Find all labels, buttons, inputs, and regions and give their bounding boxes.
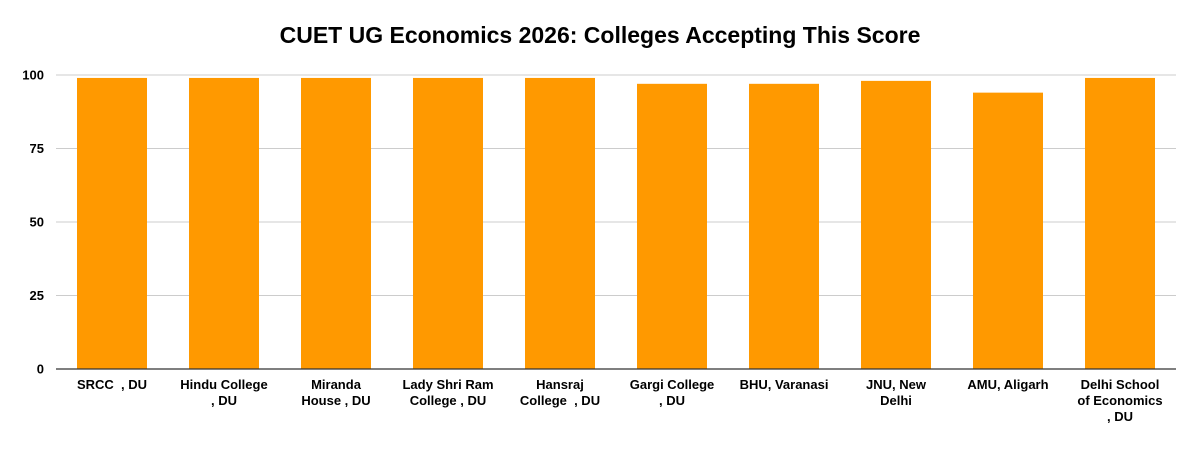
x-category-label-line: Delhi: [880, 393, 912, 408]
x-category-label: Hansraj College , DU: [520, 377, 600, 408]
x-category-label: Gargi College, DU: [630, 377, 715, 408]
x-category-label-line: Delhi School: [1081, 377, 1160, 392]
bar: [189, 77, 259, 369]
bar: [413, 77, 483, 369]
x-category-label-line: BHU, Varanasi: [740, 377, 829, 392]
bar: [637, 83, 707, 369]
x-category-label: SRCC , DU: [77, 377, 147, 392]
x-category-label: Delhi School of Economics, DU: [1077, 377, 1162, 424]
x-category-label-line: College , DU: [520, 393, 600, 408]
bar: [77, 77, 147, 369]
x-category-label: AMU, Aligarh: [967, 377, 1048, 392]
x-category-label-line: College , DU: [410, 393, 487, 408]
y-tick-label: 75: [30, 141, 44, 156]
x-category-label-line: , DU: [1107, 409, 1133, 424]
bar: [973, 92, 1043, 369]
bar: [525, 77, 595, 369]
bar: [749, 83, 819, 369]
bar: [1085, 77, 1155, 369]
x-category-label: Hindu College, DU: [180, 377, 267, 408]
x-category-label-line: , DU: [659, 393, 685, 408]
x-category-label-line: Miranda: [311, 377, 362, 392]
x-category-label: JNU, New Delhi: [866, 377, 927, 408]
x-category-label-line: , DU: [211, 393, 237, 408]
y-tick-label: 0: [37, 362, 44, 377]
bar: [301, 77, 371, 369]
y-tick-label: 25: [30, 288, 44, 303]
x-category-label-line: House , DU: [301, 393, 370, 408]
chart-title: CUET UG Economics 2026: Colleges Accepti…: [279, 22, 921, 48]
x-category-label: BHU, Varanasi: [740, 377, 829, 392]
x-category-label-line: JNU, New: [866, 377, 927, 392]
x-category-label-line: AMU, Aligarh: [967, 377, 1048, 392]
x-category-label-line: of Economics: [1077, 393, 1162, 408]
x-category-label: Lady Shri Ram College , DU: [402, 377, 493, 408]
x-category-label-line: Gargi College: [630, 377, 715, 392]
x-category-label-line: SRCC , DU: [77, 377, 147, 392]
y-tick-label: 100: [22, 68, 44, 83]
bar: [861, 80, 931, 369]
x-category-label-line: Hindu College: [180, 377, 267, 392]
y-tick-label: 50: [30, 215, 44, 230]
x-category-label-line: Hansraj: [536, 377, 584, 392]
x-category-label: Miranda House , DU: [301, 377, 370, 408]
x-category-label-line: Lady Shri Ram: [402, 377, 493, 392]
